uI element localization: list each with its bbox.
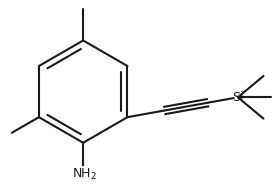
Text: NH$_2$: NH$_2$ xyxy=(72,167,97,182)
Text: Si: Si xyxy=(232,91,244,104)
